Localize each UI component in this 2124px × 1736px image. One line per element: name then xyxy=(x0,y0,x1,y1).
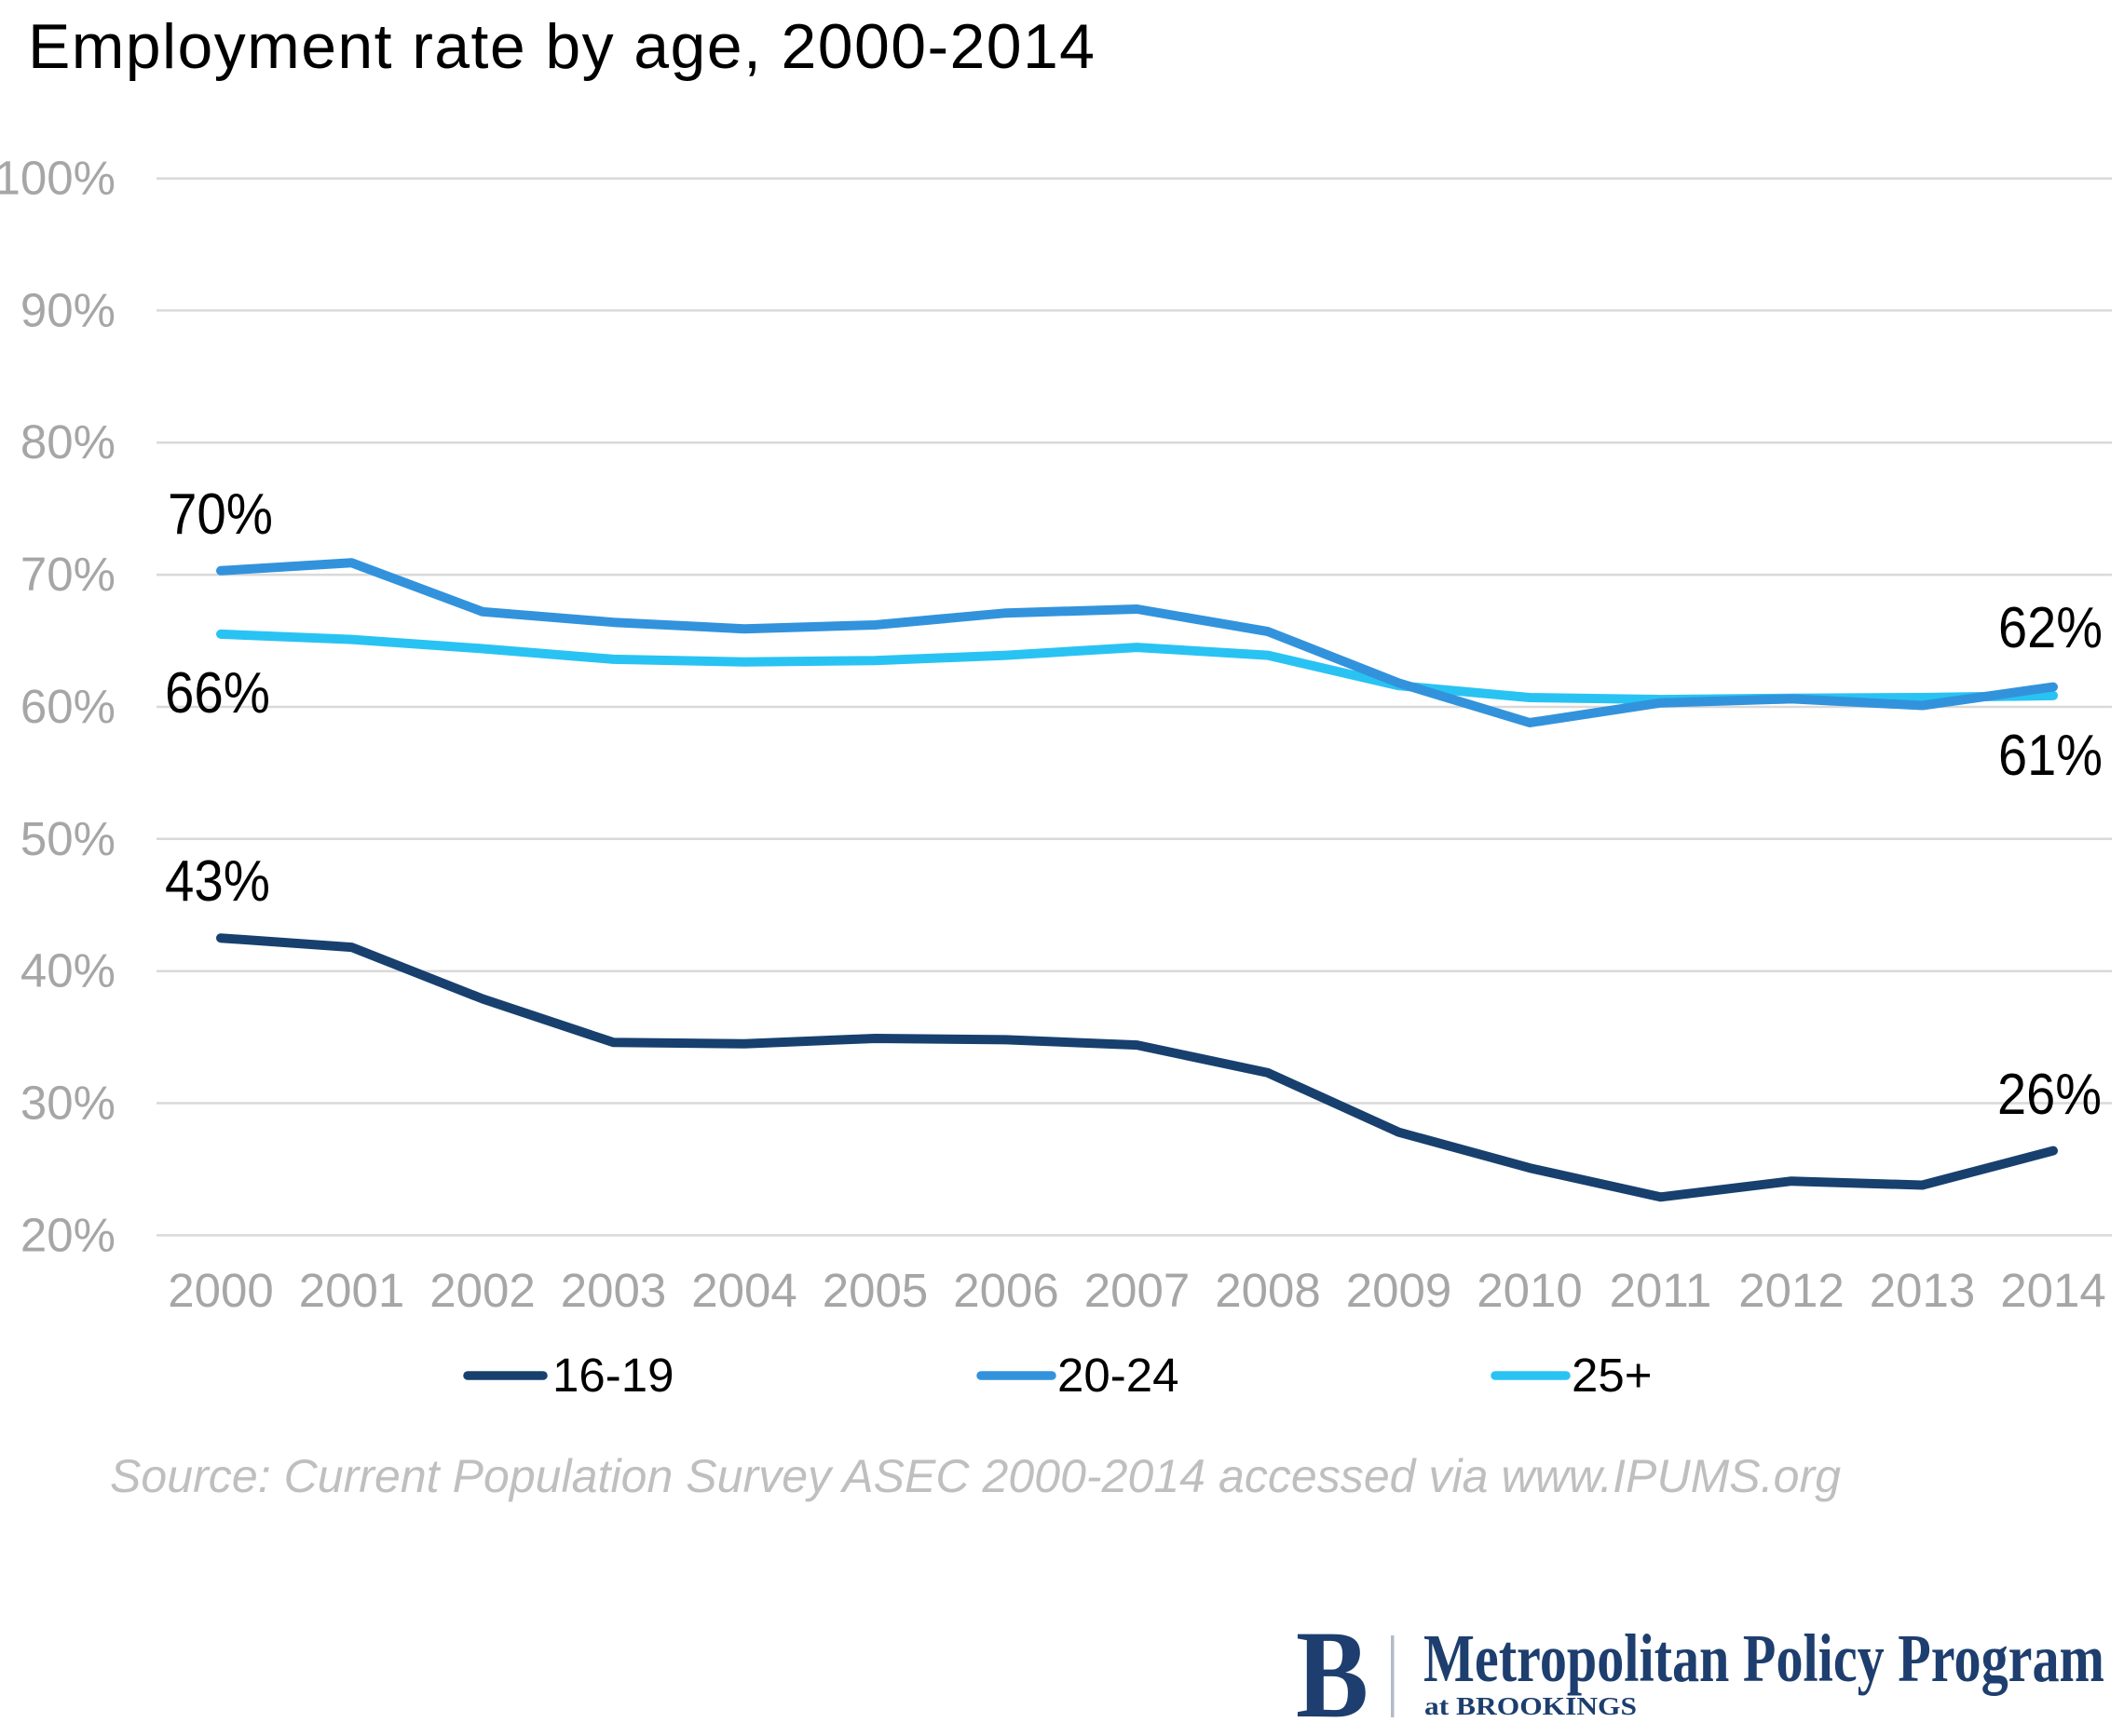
svg-text:25+: 25+ xyxy=(1572,1349,1653,1402)
svg-text:66%: 66% xyxy=(165,661,270,726)
svg-text:2007: 2007 xyxy=(1084,1264,1190,1317)
svg-text:43%: 43% xyxy=(165,849,270,914)
svg-text:2005: 2005 xyxy=(823,1264,928,1317)
svg-text:70%: 70% xyxy=(168,482,273,547)
svg-text:B: B xyxy=(1296,1606,1368,1736)
svg-text:50%: 50% xyxy=(20,812,116,865)
svg-text:2006: 2006 xyxy=(953,1264,1058,1317)
svg-text:16-19: 16-19 xyxy=(552,1349,674,1402)
svg-text:100%: 100% xyxy=(0,152,116,205)
svg-text:2002: 2002 xyxy=(429,1264,535,1317)
svg-text:2003: 2003 xyxy=(561,1264,666,1317)
svg-text:Source: Current Population Sur: Source: Current Population Survey ASEC 2… xyxy=(110,1450,1841,1502)
svg-text:Employment rate by age, 2000-2: Employment rate by age, 2000-2014 xyxy=(28,11,1095,82)
svg-text:2001: 2001 xyxy=(299,1264,404,1317)
svg-text:2014: 2014 xyxy=(2000,1264,2105,1317)
svg-text:30%: 30% xyxy=(20,1077,116,1130)
svg-text:61%: 61% xyxy=(1998,724,2103,788)
svg-text:at BROOKINGS: at BROOKINGS xyxy=(1424,1692,1637,1720)
svg-text:2013: 2013 xyxy=(1870,1264,1975,1317)
svg-text:26%: 26% xyxy=(1997,1063,2102,1127)
svg-text:90%: 90% xyxy=(20,283,116,336)
svg-text:2004: 2004 xyxy=(691,1264,796,1317)
svg-text:20%: 20% xyxy=(20,1208,116,1261)
svg-text:2000: 2000 xyxy=(168,1264,273,1317)
svg-text:2008: 2008 xyxy=(1215,1264,1320,1317)
svg-text:70%: 70% xyxy=(20,548,116,601)
svg-text:Metropolitan Policy Program: Metropolitan Policy Program xyxy=(1423,1621,2104,1696)
svg-text:2009: 2009 xyxy=(1346,1264,1451,1317)
svg-text:2011: 2011 xyxy=(1610,1264,1712,1317)
svg-text:80%: 80% xyxy=(20,415,116,468)
svg-text:40%: 40% xyxy=(20,944,116,997)
svg-text:2012: 2012 xyxy=(1738,1264,1844,1317)
svg-text:62%: 62% xyxy=(1998,596,2103,660)
svg-text:20-24: 20-24 xyxy=(1057,1349,1178,1402)
svg-text:60%: 60% xyxy=(20,680,116,733)
svg-text:2010: 2010 xyxy=(1477,1264,1582,1317)
